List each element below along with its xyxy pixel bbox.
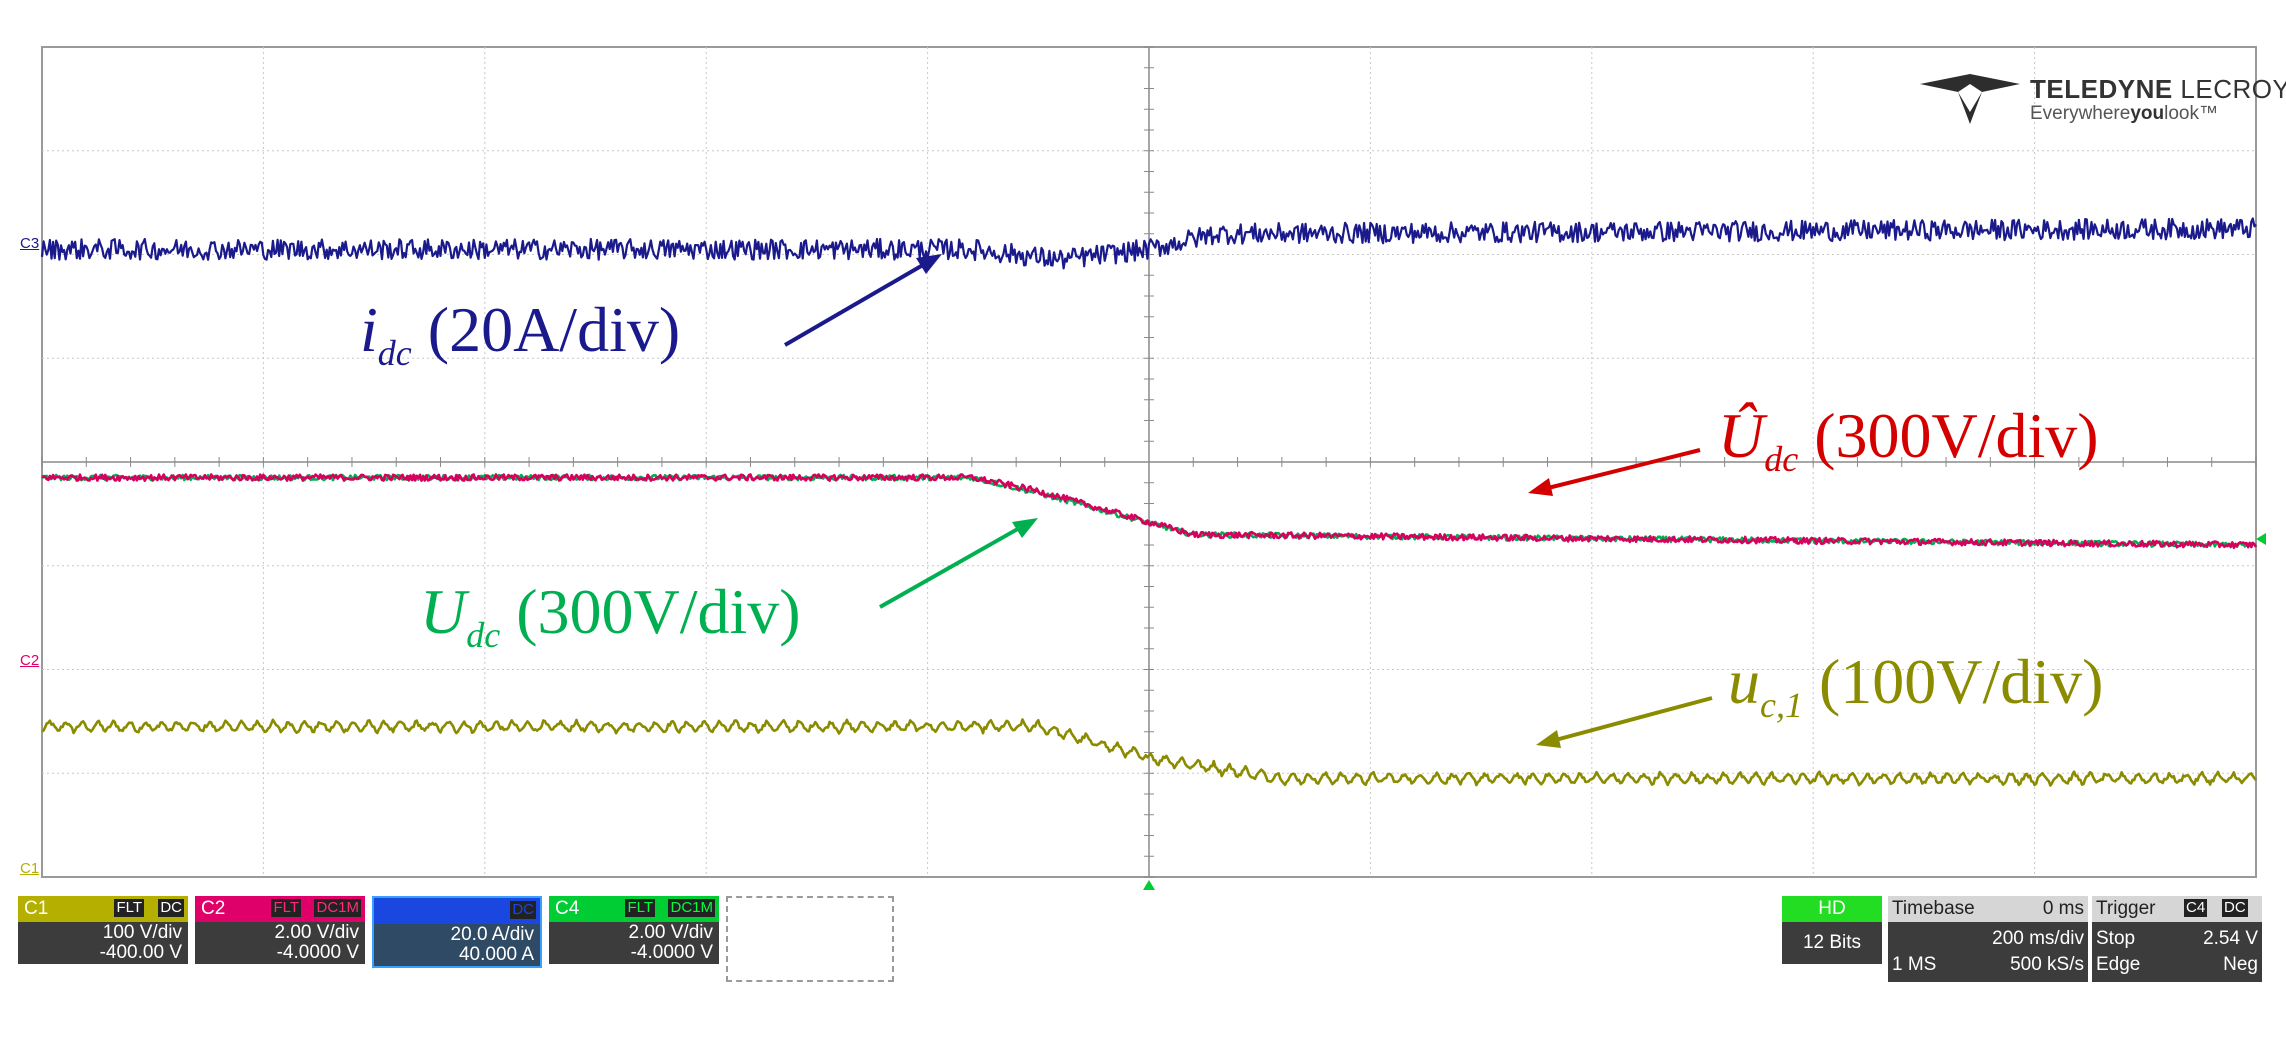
trigger-slope: Neg [2223, 954, 2258, 975]
channel-scale: 100 V/div [102, 922, 182, 943]
channel-box-c2[interactable]: C2 FLT DC1M 2.00 V/div -4.0000 V [195, 896, 365, 964]
plot-traces [40, 217, 2258, 787]
udc-hat-arrow-head [1528, 478, 1553, 496]
trigger-time-marker [1143, 880, 1155, 890]
hd-label: HD [1818, 898, 1846, 919]
udc-label: Udc (300V/div) [420, 576, 801, 655]
c2-marker: C2 [20, 652, 40, 669]
udc-arrow [879, 520, 1031, 609]
timebase-label: Timebase [1892, 898, 1975, 919]
timebase-rate: 500 kS/s [2010, 954, 2084, 975]
timebase-delay: 0 ms [2042, 898, 2084, 919]
trigger-mode: Stop [2096, 928, 2136, 949]
logo-mark-icon [1920, 74, 2020, 124]
hd-box[interactable]: HD 12 Bits [1782, 896, 1882, 964]
channel-offset: -4.0000 V [276, 942, 359, 963]
idc-label: idc (20A/div) [360, 294, 681, 373]
channel-offset: 40.000 A [458, 944, 534, 965]
uc1-arrow [1547, 696, 1713, 744]
udc-hat-label: Ûdc (300V/div) [1718, 400, 2099, 479]
trigger-type: Edge [2096, 954, 2141, 975]
trigger-level-marker [2256, 533, 2266, 545]
udc-hat-arrow [1539, 448, 1701, 492]
trace-uc1 [41, 718, 2258, 787]
channel-tag: DC [510, 901, 536, 919]
uc1-arrow-head [1536, 730, 1561, 748]
trigger-box[interactable]: Trigger C4 DC Stop 2.54 V Edge Neg [2092, 896, 2262, 982]
trigger-label: Trigger [2096, 898, 2156, 919]
plot-grid [41, 46, 2257, 878]
empty-channel-slot[interactable] [726, 896, 894, 982]
timebase-box[interactable]: Timebase 0 ms 200 ms/div 1 MS 500 kS/s [1888, 896, 2088, 982]
idc-arrow [783, 256, 937, 347]
hd-bits: 12 Bits [1802, 932, 1862, 953]
udc-arrow-head [1012, 518, 1038, 538]
timebase-samples: 1 MS [1892, 954, 1937, 975]
logo-brand: TELEDYNE LECROY [2030, 74, 2286, 104]
trigger-coupling-tag: DC [2222, 899, 2248, 917]
channel-scale: 2.00 V/div [274, 922, 360, 943]
channel-tag: DC1M [668, 899, 715, 917]
channel-box-c3[interactable]: C3 DC 20.0 A/div 40.000 A [372, 896, 542, 968]
annotation-arrows [783, 254, 1713, 748]
channel-tag: DC1M [314, 899, 361, 917]
c3-marker: C3 [20, 235, 40, 252]
channel-name: C3 [380, 900, 405, 921]
channel-tag: DC [158, 899, 184, 917]
trace-udc-hat [41, 473, 2258, 550]
timebase-per-div: 200 ms/div [1992, 928, 2084, 949]
trigger-source-tag: C4 [2184, 899, 2208, 917]
channel-name: C2 [201, 898, 226, 919]
channel-scale: 20.0 A/div [450, 924, 534, 945]
channel-tag: FLT [625, 899, 655, 917]
channel-offset: -400.00 V [99, 942, 182, 963]
trace-idc [40, 217, 2257, 270]
channel-scale: 2.00 V/div [628, 922, 714, 943]
channel-box-c1[interactable]: C1 FLT DC 100 V/div -400.00 V [18, 896, 188, 964]
trigger-level: 2.54 V [2203, 928, 2258, 949]
channel-offset: -4.0000 V [630, 942, 713, 963]
channel-tag: FLT [114, 899, 144, 917]
channel-box-c4[interactable]: C4 FLT DC1M 2.00 V/div -4.0000 V [549, 896, 719, 964]
channel-name: C1 [24, 898, 49, 919]
logo-tagline: Everywhereyoulook™ [2030, 103, 2218, 124]
channel-tag: FLT [271, 899, 301, 917]
c1-marker: C1 [20, 860, 40, 877]
idc-arrow-head [916, 254, 942, 274]
uc1-label: uc,1 (100V/div) [1728, 646, 2104, 725]
channel-name: C4 [555, 898, 580, 919]
